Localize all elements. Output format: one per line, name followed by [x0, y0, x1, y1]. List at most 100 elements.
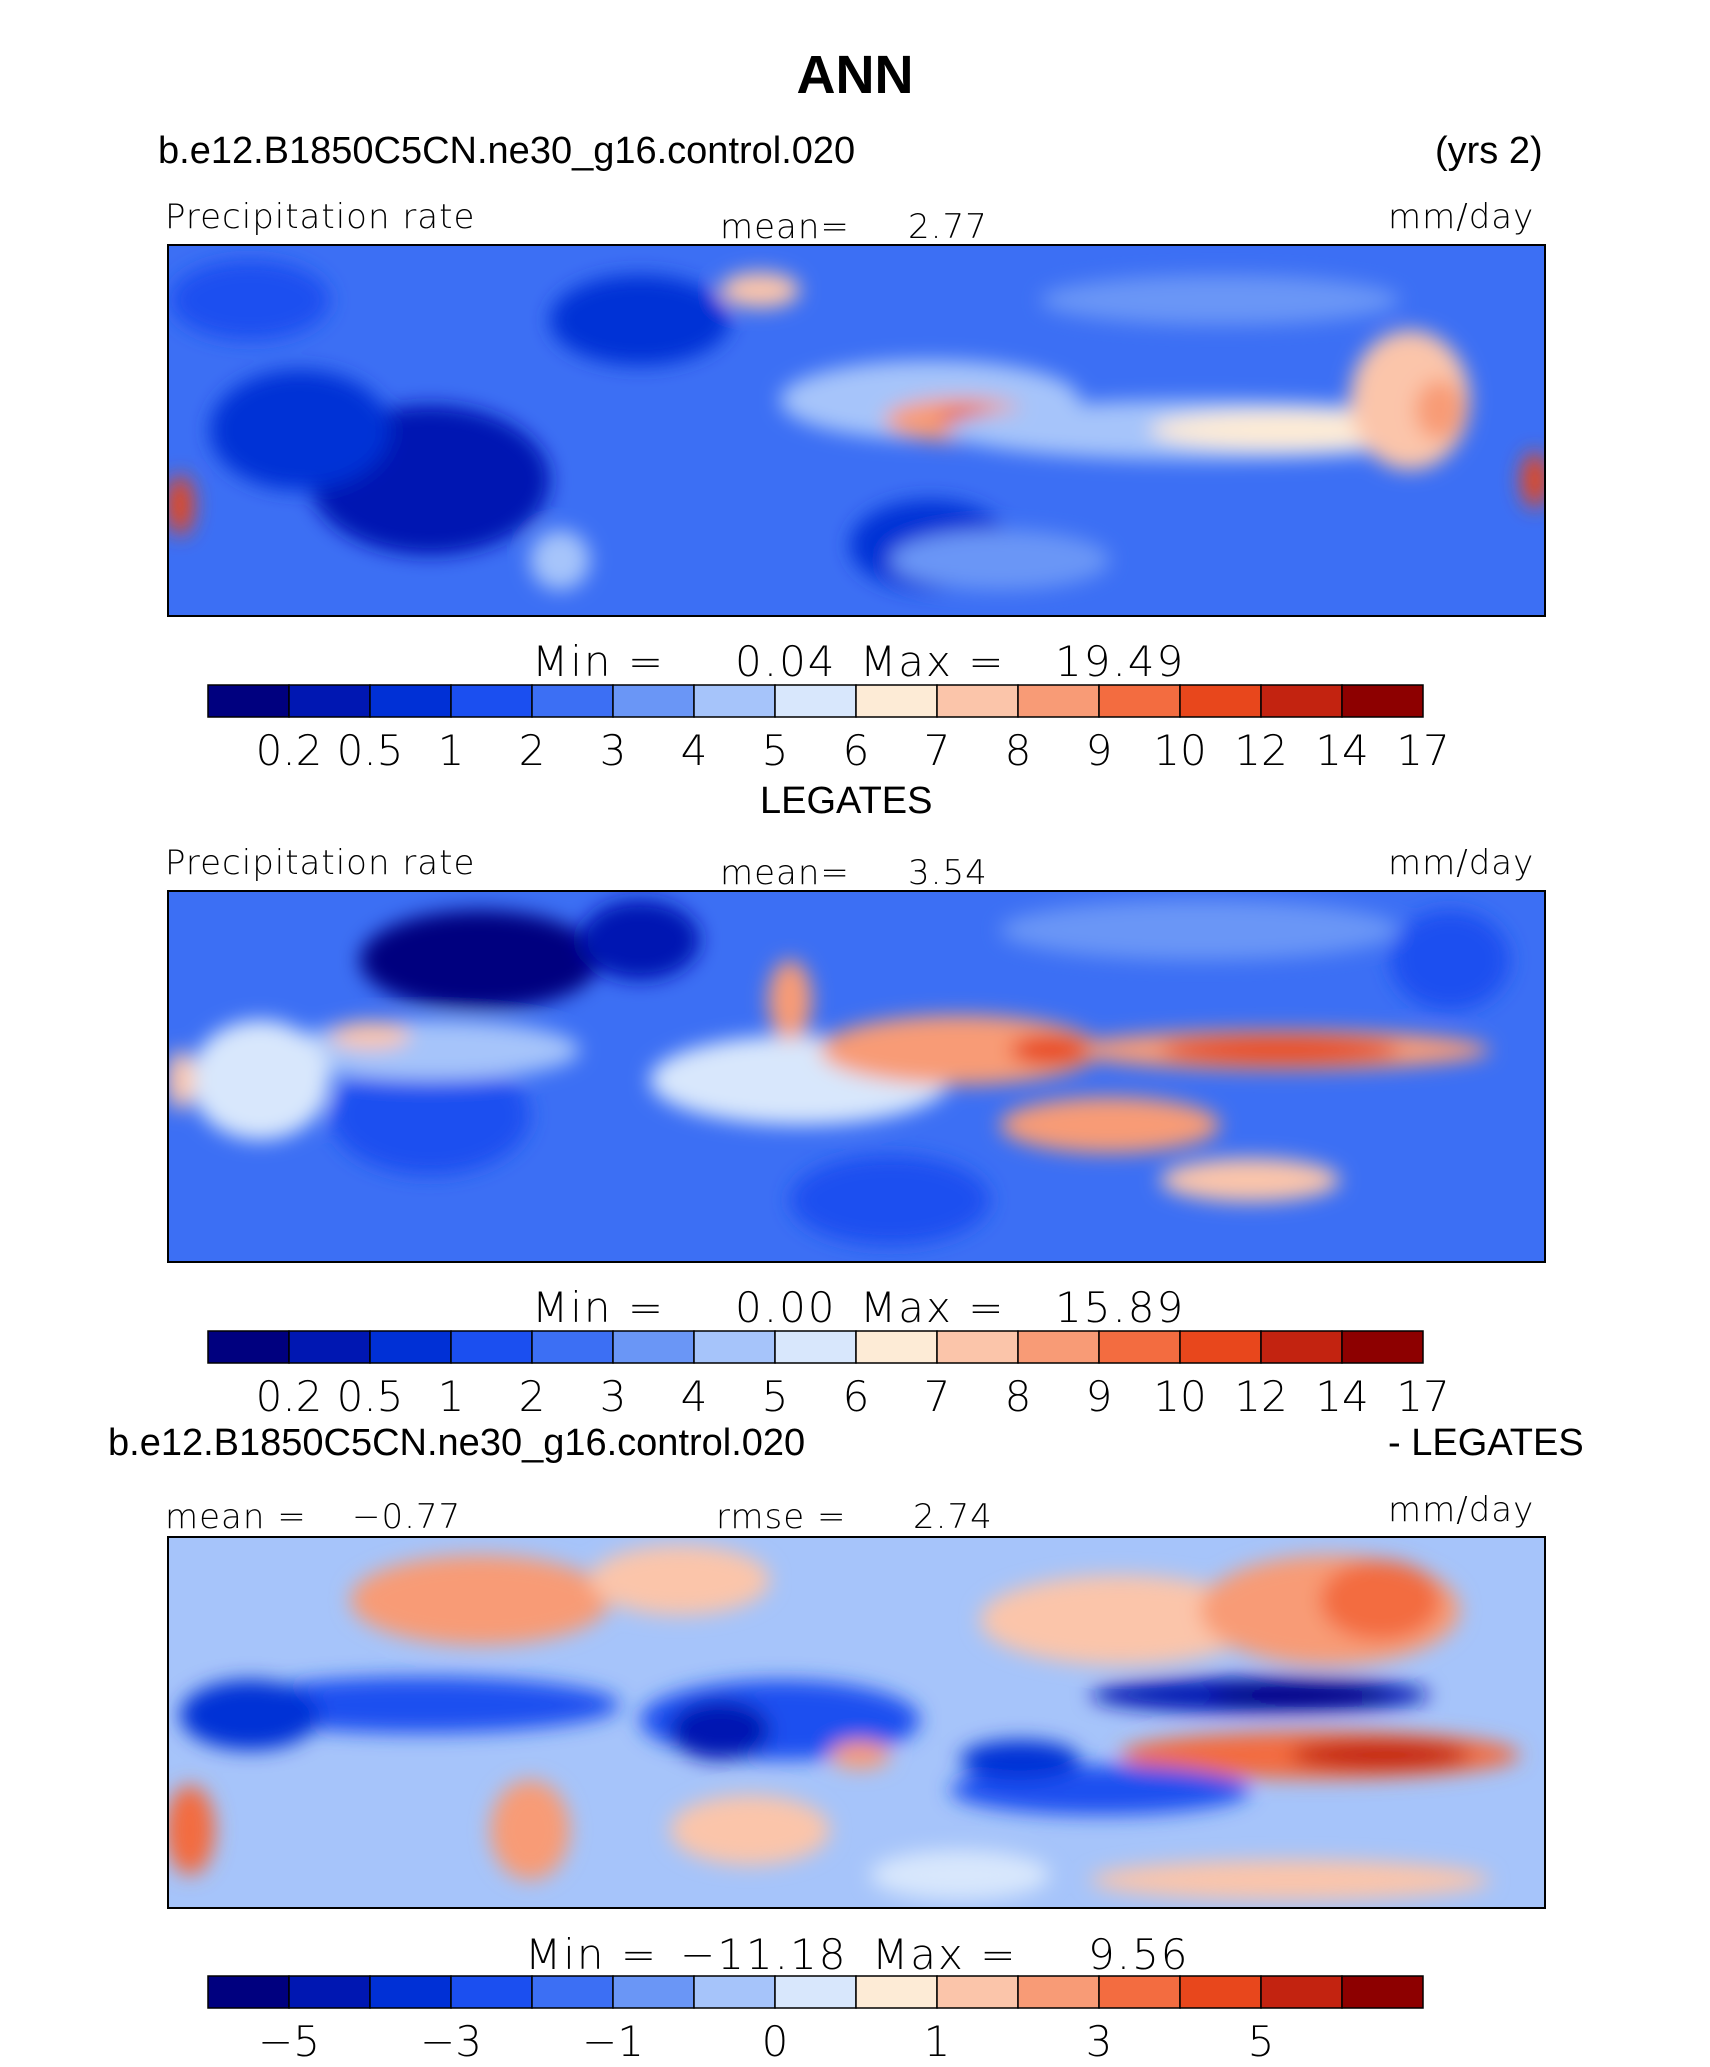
colorbar2-box [1179, 1330, 1262, 1364]
colorbar2-tick-label: 3 [600, 1372, 627, 1421]
figure-title: ANN [796, 45, 914, 105]
colorbar3-box [855, 1975, 938, 2009]
panel2-variable: Precipitation rate [165, 843, 476, 883]
colorbar2-box [855, 1330, 938, 1364]
colorbar2-tick-label: 1 [438, 1372, 465, 1421]
panel3-map [167, 1536, 1546, 1909]
panel2-min-value: 0.00 [735, 1283, 837, 1332]
panel2-units: mm/day [1388, 843, 1535, 883]
panel2-min-label: Min = [532, 1283, 666, 1332]
colorbar3-tick-label: 5 [1248, 2017, 1275, 2066]
panel3-case-name: b.e12.B1850C5CN.ne30_g16.control.020 [108, 1422, 806, 1464]
panel1-case-name: b.e12.B1850C5CN.ne30_g16.control.020 [158, 130, 856, 172]
panel3-rmse-label: rmse = [716, 1497, 847, 1537]
colorbar2-box [1260, 1330, 1343, 1364]
colorbar1-box [1341, 684, 1424, 718]
panel3-mean-value: −0.77 [352, 1497, 462, 1537]
colorbar1-box [1017, 684, 1100, 718]
colorbar3-box [288, 1975, 371, 2009]
colorbar3-box [936, 1975, 1019, 2009]
colorbar2-box [1017, 1330, 1100, 1364]
panel3-max-value: 9.56 [1088, 1930, 1190, 1979]
colorbar2-box [693, 1330, 776, 1364]
panel3-max-label: Max = [872, 1930, 1018, 1979]
colorbar2-tick-label: 0.5 [337, 1372, 404, 1421]
colorbar2-box [450, 1330, 533, 1364]
panel1-mean-value: 2.77 [908, 207, 988, 247]
colorbar2-tick-label: 0.2 [256, 1372, 323, 1421]
colorbar2-tick-label: 10 [1153, 1372, 1206, 1421]
colorbar3-box [1179, 1975, 1262, 2009]
colorbar2-box [531, 1330, 614, 1364]
colorbar2-box [369, 1330, 452, 1364]
colorbar1-box [288, 684, 371, 718]
colorbar2-tick-label: 4 [681, 1372, 708, 1421]
colorbar1-tick-label: 12 [1234, 726, 1287, 775]
panel1-min-label: Min = [532, 637, 666, 686]
colorbar3-box [531, 1975, 614, 2009]
colorbar1-box [1260, 684, 1343, 718]
colorbar2-box [936, 1330, 1019, 1364]
colorbar2-box [288, 1330, 371, 1364]
colorbar3-box [612, 1975, 695, 2009]
panel3-diff-label: - LEGATES [1388, 1422, 1584, 1464]
colorbar1-box [369, 684, 452, 718]
colorbar1-tick-label: 10 [1153, 726, 1206, 775]
panel3-mean-label: mean = [165, 1497, 307, 1537]
colorbar2-box [1341, 1330, 1424, 1364]
colorbar1-tick-label: 14 [1315, 726, 1368, 775]
colorbar3-tick-label: −3 [420, 2017, 482, 2066]
panel1-period: (yrs 2) [1435, 130, 1543, 172]
panel3-min-label: Min = [525, 1930, 659, 1979]
colorbar1-box [693, 684, 776, 718]
colorbar1-box [1179, 684, 1262, 718]
colorbar1-box [855, 684, 938, 718]
colorbar2-tick-label: 7 [924, 1372, 951, 1421]
panel1-map [167, 244, 1546, 617]
colorbar3-box [1017, 1975, 1100, 2009]
panel1-max-value: 19.49 [1055, 637, 1186, 686]
colorbar1-box [450, 684, 533, 718]
colorbar3-box [1341, 1975, 1424, 2009]
colorbar2-tick-label: 17 [1396, 1372, 1449, 1421]
colorbar1-box [774, 684, 857, 718]
colorbar2-box [207, 1330, 290, 1364]
colorbar3-tick-label: 3 [1086, 2017, 1113, 2066]
colorbar3-tick-label: 1 [924, 2017, 951, 2066]
panel2-mean-label: mean= [720, 853, 850, 893]
panel2-mean-value: 3.54 [908, 853, 988, 893]
colorbar2-tick-label: 5 [762, 1372, 789, 1421]
colorbar1-tick-label: 2 [519, 726, 546, 775]
colorbar3-box [1098, 1975, 1181, 2009]
colorbar3-tick-label: 0 [762, 2017, 789, 2066]
panel3-rmse-value: 2.74 [913, 1497, 993, 1537]
colorbar1-box [531, 684, 614, 718]
panel2-map [167, 890, 1546, 1263]
colorbar1-tick-label: 0.5 [337, 726, 404, 775]
colorbar2-tick-label: 12 [1234, 1372, 1287, 1421]
colorbar1-tick-label: 17 [1396, 726, 1449, 775]
colorbar3-box [774, 1975, 857, 2009]
colorbar2-box [612, 1330, 695, 1364]
colorbar3-box [1260, 1975, 1343, 2009]
colorbar3-box [207, 1975, 290, 2009]
colorbar1-tick-label: 8 [1005, 726, 1032, 775]
colorbar1-box [612, 684, 695, 718]
colorbar3-box [693, 1975, 776, 2009]
panel1-max-label: Max = [860, 637, 1006, 686]
panel2-max-value: 15.89 [1055, 1283, 1186, 1332]
colorbar1-box [207, 684, 290, 718]
panel1-variable: Precipitation rate [165, 197, 476, 237]
colorbar1-box [936, 684, 1019, 718]
panel1-min-value: 0.04 [735, 637, 837, 686]
colorbar3-box [369, 1975, 452, 2009]
panel1-units: mm/day [1388, 197, 1535, 237]
panel3-units: mm/day [1388, 1490, 1535, 1530]
colorbar2-tick-label: 6 [843, 1372, 870, 1421]
colorbar1-tick-label: 1 [438, 726, 465, 775]
colorbar2-box [1098, 1330, 1181, 1364]
panel3-min-value: −11.18 [680, 1930, 848, 1979]
colorbar1-tick-label: 5 [762, 726, 789, 775]
panel2-max-label: Max = [860, 1283, 1006, 1332]
